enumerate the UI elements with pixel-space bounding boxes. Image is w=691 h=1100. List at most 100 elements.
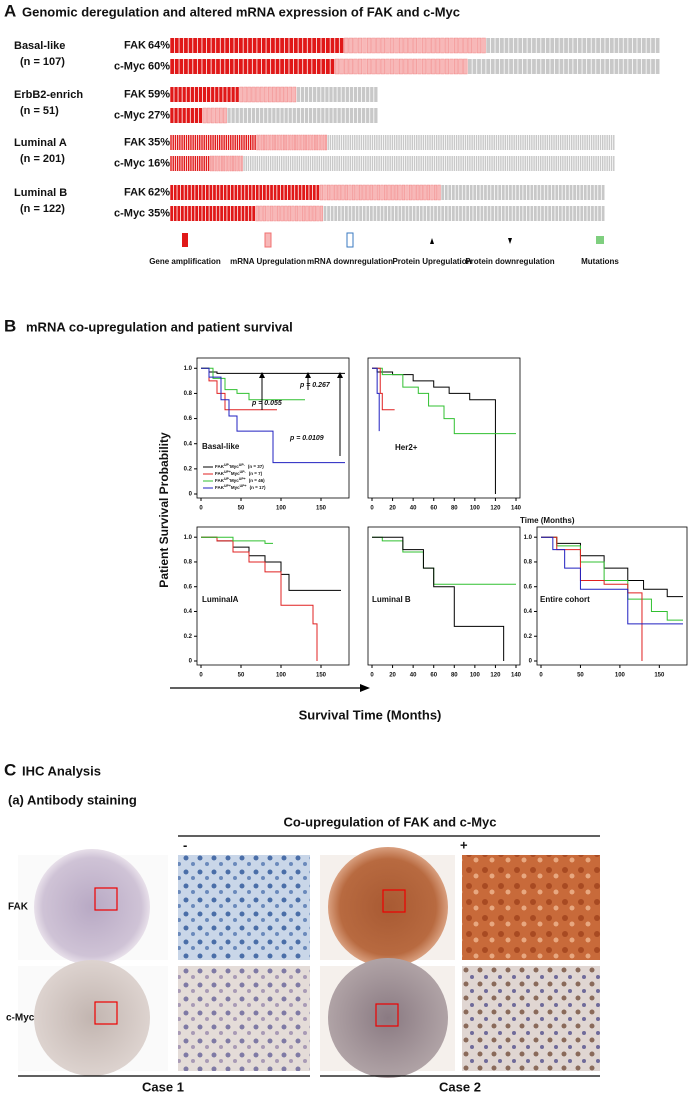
cell [505,206,509,221]
cell [438,135,440,150]
cell [303,156,305,171]
y-tick-label: 0.4 [524,609,533,615]
cell [651,59,655,74]
cell [531,135,533,150]
cell [435,156,438,171]
cell [173,185,177,200]
cell [275,38,280,53]
cell [511,156,513,171]
cell [261,156,263,171]
cell [284,108,288,123]
cell [348,184,352,201]
legend-icon [346,232,354,248]
cell [502,156,504,171]
cell [335,38,339,53]
cell [430,206,434,221]
cell [250,135,252,150]
cell [526,206,530,221]
cell [371,37,376,54]
cell [478,156,480,171]
cell [365,156,367,171]
cell [223,155,226,172]
cell [334,156,336,171]
x-tick-label: 20 [389,673,396,679]
cell [580,185,584,200]
cell [448,206,452,221]
group-name: ErbB2-enrich [14,89,83,101]
pct-label: 62% [148,186,170,198]
cell [194,108,199,123]
cell [263,156,265,171]
cell [469,156,471,171]
cell [234,59,239,74]
cell [348,58,353,75]
cell [247,86,252,103]
cell [472,59,477,74]
cell [353,37,358,54]
cell [291,134,294,151]
cell [367,37,372,54]
cell [180,185,184,200]
cell [577,156,580,171]
cell [453,156,456,171]
x-tick-label: 80 [451,673,458,679]
cell [463,37,468,54]
cell [369,206,373,221]
cell [356,135,358,150]
plot-name: Basal-like [202,442,240,451]
cell [203,156,205,171]
cell [318,134,321,151]
cell [327,206,330,221]
cell [316,59,321,74]
cell [419,184,423,201]
cell [206,38,211,53]
cell [235,108,239,123]
cell [170,135,172,150]
cell [449,135,451,150]
cell [571,135,573,150]
cell [170,206,174,221]
oncoprint-row [170,37,660,54]
cell [239,108,243,123]
cell [518,59,523,74]
cell [464,156,467,171]
cell [509,185,512,200]
legend-part: (n = 7) [249,471,263,476]
cell [289,156,292,171]
cell [312,185,316,200]
cell [305,156,307,171]
cell [582,135,584,150]
cell [409,206,412,221]
cell [359,184,363,201]
cell [526,185,530,200]
cell [511,135,513,150]
cell [398,206,402,221]
cell [573,38,578,53]
cell [316,185,320,200]
panel-title: mRNA co-upregulation and patient surviva… [26,319,293,334]
cell [219,107,223,124]
cell [421,58,427,75]
cell [302,134,305,151]
cell [530,185,534,200]
cell [559,38,564,53]
cell [311,156,314,171]
cell [196,135,199,150]
cell [490,38,495,53]
cell [402,135,405,150]
cell [340,156,343,171]
cell [435,37,440,54]
cell [241,206,245,221]
cell [304,87,309,102]
cell [316,156,318,171]
survival-curve [372,367,395,411]
cell [194,87,199,102]
cell [447,135,449,150]
cell [252,38,257,53]
legend-part: Myc [231,471,240,476]
cell [613,135,615,150]
x-tick-label: 100 [276,673,287,679]
cell [548,185,552,200]
cell [369,184,373,201]
cell [533,206,537,221]
